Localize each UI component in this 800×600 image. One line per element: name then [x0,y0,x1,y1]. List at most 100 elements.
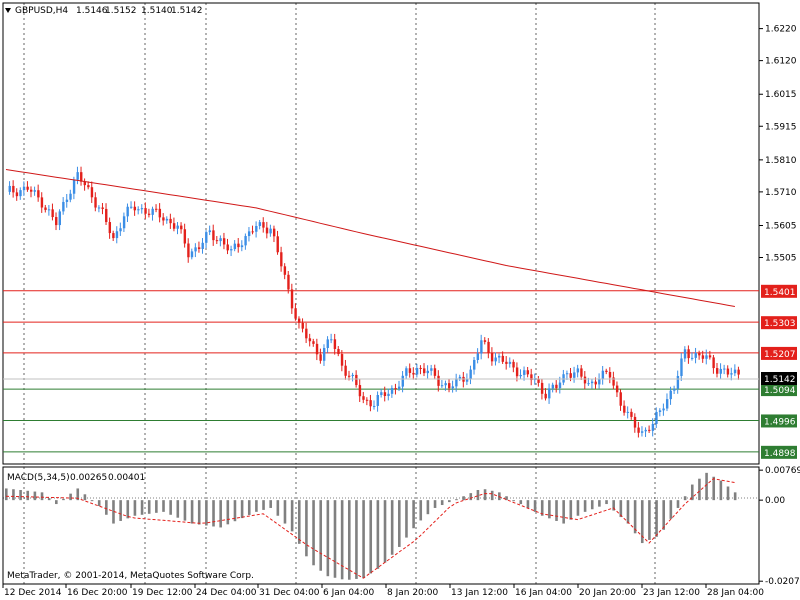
bull-candle-body [208,230,212,233]
level-box-resistance [761,316,797,330]
macd-value-signal: 0.00401 [108,473,145,483]
macd-signal-line [5,478,735,579]
bear-candle-body [305,328,308,339]
bull-candle-body [72,179,76,194]
bear-candle-body [555,384,558,389]
macd-histogram-bar [326,500,330,577]
bear-candle-body [712,357,715,369]
bear-candle-body [30,189,33,192]
macd-histogram-bar [726,486,730,501]
macd-histogram-bar [626,500,630,524]
macd-histogram-bar [605,500,608,505]
macd-histogram-bar [219,500,222,528]
triangle-down-icon[interactable] [5,8,11,13]
bear-candle-body [183,229,187,244]
close-price: 1.5142 [171,6,203,16]
bear-candle-body [187,243,190,258]
macd-histogram-bar [690,484,694,501]
bear-candle-body [83,181,87,186]
macd-histogram-bar [155,500,158,513]
bull-candle-body [401,375,404,387]
bull-candle-body [373,405,376,407]
level-box-resistance [761,346,797,360]
macd-histogram-bar [398,500,401,547]
bear-candle-body [594,381,597,385]
macd-histogram-bar [276,500,280,516]
bear-candle-body [537,378,540,383]
bull-candle-body [551,384,555,389]
macd-histogram-bar [662,500,665,530]
current-price-marker: 1.5142 [3,372,797,385]
macd-histogram-bar [469,493,473,501]
bull-candle-body [655,411,658,424]
macd-histogram-bar [476,490,480,501]
bull-candle-body [519,374,522,377]
bull-candle-body [683,349,687,359]
bull-candle-body [62,201,65,212]
macd-histogram-bar [55,500,58,505]
macd-histogram-bar [133,500,137,516]
bear-candle-body [487,341,490,353]
macd-tick-label: 0.00769 [765,466,800,476]
bear-candle-body [448,383,451,389]
bull-candle-body [473,359,476,370]
bear-candle-body [12,185,15,193]
bear-candle-body [37,190,40,198]
macd-histogram-bar [655,500,658,537]
macd-histogram-bar [62,498,65,501]
level-label: 1.5094 [764,386,796,396]
bull-candle-body [573,372,576,378]
macd-tick-label: -0.02078 [765,577,800,587]
bear-candle-body [15,192,19,197]
macd-histogram-bar [176,500,180,518]
bull-candle-body [151,208,154,215]
macd-histogram-bar [569,500,573,520]
bear-candle-body [283,266,287,275]
bull-candle-body [58,211,61,226]
macd-histogram-bar [347,500,351,580]
bear-candle-body [180,225,183,230]
macd-histogram [5,472,737,580]
bear-candle-body [212,230,215,241]
bear-candle-body [112,233,115,239]
bull-candle-body [665,399,669,409]
macd-histogram-bar [719,480,723,501]
bull-candle-body [690,357,694,359]
bear-candle-body [333,339,337,349]
bear-candle-body [101,207,104,209]
x-tick-label: 8 Jan 20:00 [387,588,439,598]
level-label: 1.5303 [764,319,796,329]
bull-candle-body [694,352,697,358]
bull-candle-body [480,340,483,354]
bear-candle-body [687,349,690,359]
y-tick-label: 1.6220 [765,25,797,35]
macd-histogram-bar [269,500,272,508]
bear-candle-body [412,372,415,375]
bear-candle-body [169,218,172,224]
bear-candle-body [637,427,640,433]
bull-candle-body [219,238,222,242]
bull-candle-body [426,370,429,374]
macd-histogram-bar [247,500,251,515]
bull-candle-body [126,206,129,217]
bull-candle-body [558,382,562,389]
bull-candle-body [19,190,22,197]
bull-candle-body [8,185,11,192]
macd-panel-frame [2,466,760,585]
bull-candle-body [269,228,272,234]
bear-candle-body [51,209,54,218]
macd-histogram-bar [669,500,673,519]
bear-candle-body [197,247,201,250]
level-box-support [761,445,797,459]
macd-histogram-bar [33,491,37,501]
bear-candle-body [580,368,583,377]
bear-candle-body [90,187,94,198]
macd-histogram-bar [126,500,130,519]
bear-candle-body [226,244,229,251]
bull-candle-body [562,374,565,383]
bull-candle-body [255,225,258,232]
bear-candle-body [172,223,176,229]
bull-candle-body [47,209,51,211]
macd-histogram-bar [576,500,580,516]
